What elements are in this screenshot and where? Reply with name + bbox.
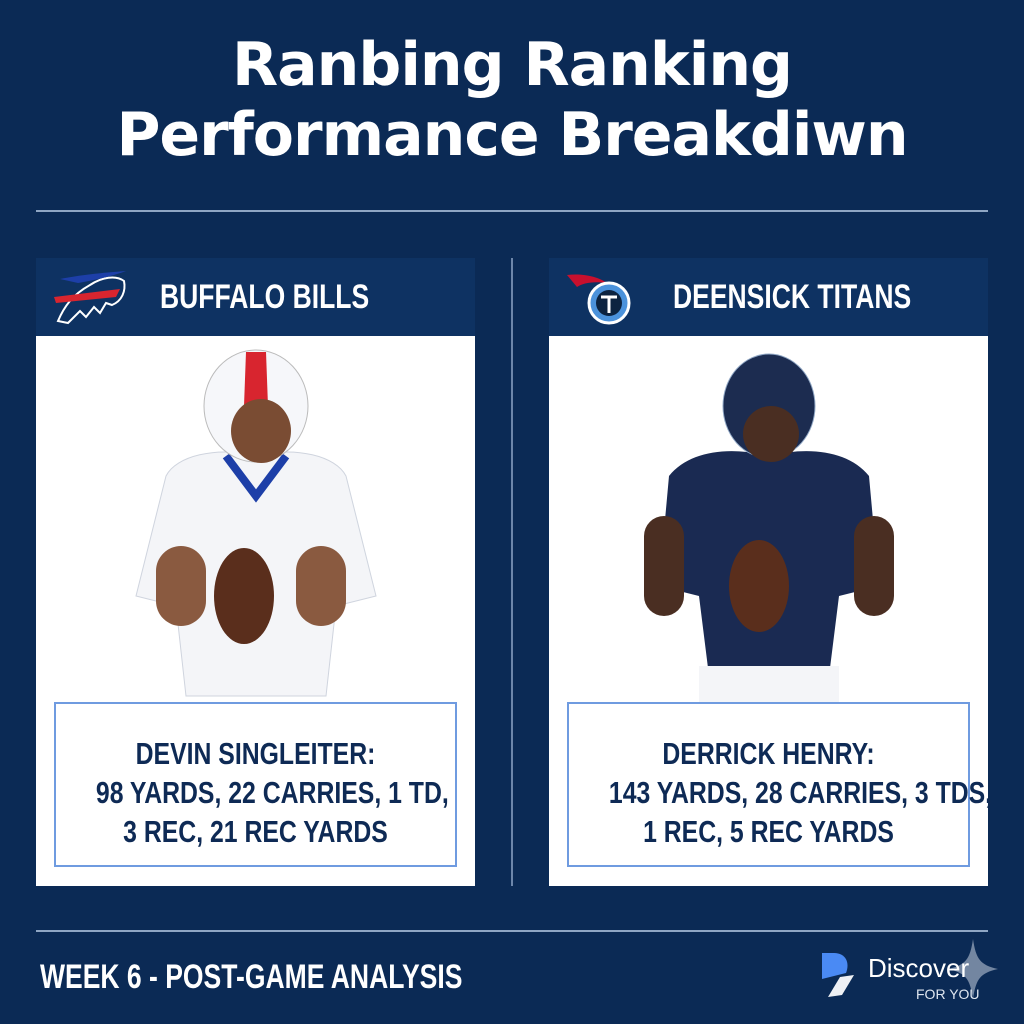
team-name: BUFFALO BILLS (160, 277, 370, 316)
card-body: DERRICK HENRY: 143 YARDS, 28 CARRIES, 3 … (549, 336, 993, 886)
player-name: DEVIN SINGLEITER: (135, 736, 376, 771)
stats-line-2: 3 REC, 21 REC YARDS (123, 814, 388, 849)
titans-logo-icon (567, 274, 631, 325)
card-header: DEENSICK TITANS (549, 258, 988, 336)
top-divider (36, 210, 988, 212)
team-card-titans: DEENSICK TITANS DERRICK HENRY: 143 YARDS… (549, 258, 993, 886)
card-body: DEVIN SINGLEITER: 98 YARDS, 22 CARRIES, … (36, 336, 475, 886)
footer-caption: WEEK 6 - POST-GAME ANALYSIS (40, 958, 463, 996)
team-card-bills: BUFFALO BILLS DEVIN SINGLEITER: 98 YARDS… (36, 258, 475, 886)
title-line-1: Ranbing Ranking (231, 30, 793, 100)
brand-name: Discover (868, 953, 970, 983)
center-divider (511, 258, 513, 886)
page-title: Ranbing Ranking Performance Breakdiwn (0, 30, 1024, 170)
player-name: DERRICK HENRY: (662, 736, 875, 771)
brand-subtitle: FOR YOU (916, 986, 980, 1002)
discover-logo-icon (822, 953, 854, 997)
card-header: BUFFALO BILLS (36, 258, 475, 336)
stats-line-1: 143 YARDS, 28 CARRIES, 3 TDS, (608, 775, 993, 810)
player-photo-titans (644, 353, 894, 706)
discover-brand: Discover FOR YOU (820, 939, 998, 1005)
player-stats-box: DEVIN SINGLEITER: 98 YARDS, 22 CARRIES, … (54, 702, 457, 867)
title-line-2: Performance Breakdiwn (116, 100, 908, 170)
bottom-divider (36, 930, 988, 932)
bills-logo-icon (54, 271, 126, 325)
stats-line-2: 1 REC, 5 REC YARDS (643, 814, 894, 849)
team-name: DEENSICK TITANS (673, 277, 912, 316)
player-photo-bills (135, 349, 377, 697)
player-stats-box: DERRICK HENRY: 143 YARDS, 28 CARRIES, 3 … (567, 702, 993, 867)
stats-line-1: 98 YARDS, 22 CARRIES, 1 TD, (95, 775, 449, 810)
sparkle-icon (948, 939, 998, 999)
